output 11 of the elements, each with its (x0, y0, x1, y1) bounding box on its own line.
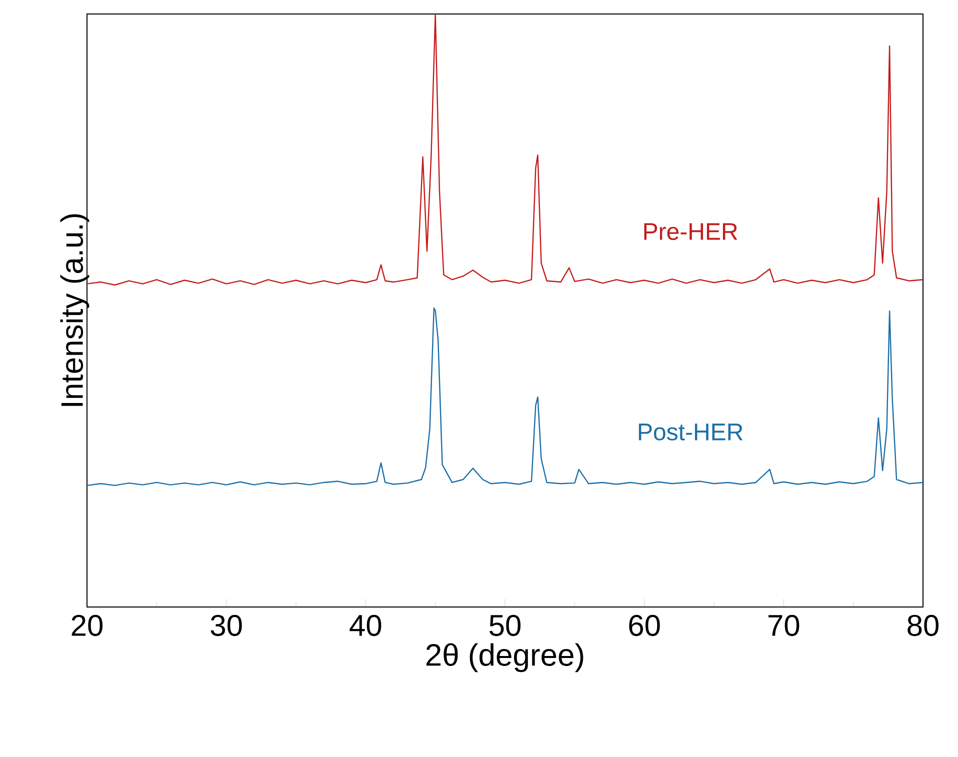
x-tick-label: 50 (490, 614, 521, 636)
x-tick-label: 80 (908, 614, 939, 636)
x-tick-label: 70 (768, 614, 800, 636)
x-axis-title: 2θ (degree) (426, 643, 584, 672)
series-label: Post-HER (638, 424, 743, 440)
x-tick-label: 40 (350, 614, 382, 636)
series-label: Pre-HER (644, 223, 738, 240)
x-tick-label: 30 (210, 614, 242, 636)
y-axis-title: Intensity (a.u.) (60, 214, 90, 406)
x-tick-label: 60 (629, 614, 660, 636)
x-tick-label: 20 (72, 614, 103, 636)
